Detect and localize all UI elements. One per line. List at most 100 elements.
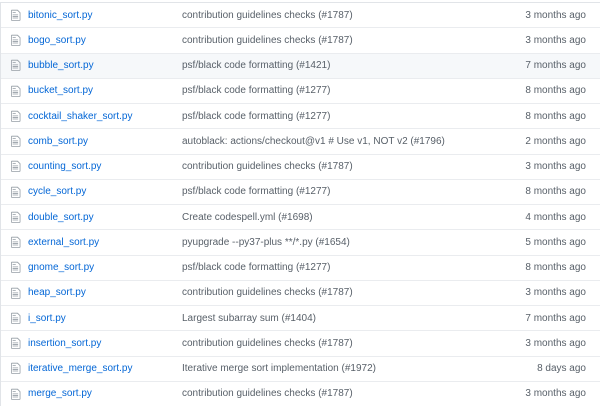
commit-message-link[interactable]: contribution guidelines checks (#1787) [182, 9, 353, 21]
commit-age: 5 months ago [525, 236, 586, 248]
file-icon [11, 388, 21, 400]
commit-message-cell: pyupgrade --py37-plus **/*.py (#1654) [182, 237, 517, 248]
file-icon-cell [1, 388, 28, 401]
file-name-cell: i_sort.py [28, 313, 182, 324]
file-icon-cell [1, 160, 28, 173]
commit-message-cell: contribution guidelines checks (#1787) [182, 35, 517, 46]
commit-age: 8 months ago [525, 186, 586, 198]
commit-age: 3 months ago [525, 161, 586, 173]
commit-message-link[interactable]: Largest subarray sum (#1404) [182, 312, 316, 324]
file-link[interactable]: bitonic_sort.py [28, 9, 93, 21]
file-row: external_sort.py pyupgrade --py37-plus *… [1, 230, 600, 256]
file-icon-cell [1, 186, 28, 199]
file-row: bucket_sort.py psf/black code formatting… [1, 78, 600, 104]
file-name-cell: bogo_sort.py [28, 35, 182, 46]
file-row: bubble_sort.py psf/black code formatting… [1, 53, 600, 79]
commit-message-link[interactable]: Iterative merge sort implementation (#19… [182, 363, 376, 375]
commit-message-link[interactable]: psf/black code formatting (#1421) [182, 60, 331, 72]
commit-age: 8 months ago [525, 262, 586, 274]
commit-age: 3 months ago [525, 287, 586, 299]
file-name-cell: counting_sort.py [28, 161, 182, 172]
file-icon [11, 186, 21, 198]
commit-message-link[interactable]: pyupgrade --py37-plus **/*.py (#1654) [182, 236, 350, 248]
file-link[interactable]: heap_sort.py [28, 287, 86, 299]
file-icon-cell [1, 110, 28, 123]
file-icon-cell [1, 287, 28, 300]
commit-message-link[interactable]: contribution guidelines checks (#1787) [182, 161, 353, 173]
file-link[interactable]: cycle_sort.py [28, 186, 87, 198]
file-link[interactable]: bogo_sort.py [28, 34, 86, 46]
file-name-cell: iterative_merge_sort.py [28, 363, 182, 374]
file-name-cell: bitonic_sort.py [28, 10, 182, 21]
file-icon [11, 161, 21, 173]
file-row: insertion_sort.py contribution guideline… [1, 331, 600, 357]
file-icon [11, 9, 21, 21]
file-name-cell: insertion_sort.py [28, 338, 182, 349]
commit-message-link[interactable]: psf/black code formatting (#1277) [182, 186, 331, 198]
commit-message-cell: contribution guidelines checks (#1787) [182, 287, 517, 298]
commit-message-link[interactable]: contribution guidelines checks (#1787) [182, 287, 353, 299]
file-name-cell: bucket_sort.py [28, 85, 182, 96]
file-icon [11, 262, 21, 274]
file-row: cycle_sort.py psf/black code formatting … [1, 179, 600, 205]
commit-message-cell: contribution guidelines checks (#1787) [182, 388, 517, 399]
commit-message-cell: psf/black code formatting (#1277) [182, 186, 517, 197]
file-icon [11, 34, 21, 46]
file-row: heap_sort.py contribution guidelines che… [1, 280, 600, 306]
commit-age: 7 months ago [525, 312, 586, 324]
file-icon [11, 211, 21, 223]
file-link[interactable]: cocktail_shaker_sort.py [28, 110, 133, 122]
file-link[interactable]: insertion_sort.py [28, 337, 102, 349]
commit-age: 4 months ago [525, 211, 586, 223]
file-icon-cell [1, 135, 28, 148]
file-link[interactable]: external_sort.py [28, 236, 100, 248]
file-row: counting_sort.py contribution guidelines… [1, 154, 600, 180]
file-name-cell: gnome_sort.py [28, 262, 182, 273]
file-icon [11, 110, 21, 122]
commit-message-cell: psf/black code formatting (#1421) [182, 60, 517, 71]
file-icon [11, 363, 21, 375]
commit-message-cell: autoblack: actions/checkout@v1 # Use v1,… [182, 136, 517, 147]
commit-message-link[interactable]: autoblack: actions/checkout@v1 # Use v1,… [182, 135, 445, 147]
commit-age: 8 months ago [525, 110, 586, 122]
file-link[interactable]: bubble_sort.py [28, 60, 94, 72]
commit-age: 7 months ago [525, 60, 586, 72]
file-name-cell: heap_sort.py [28, 287, 182, 298]
commit-message-link[interactable]: psf/black code formatting (#1277) [182, 262, 331, 274]
file-name-cell: comb_sort.py [28, 136, 182, 147]
file-icon-cell [1, 337, 28, 350]
file-icon-cell [1, 312, 28, 325]
commit-age: 3 months ago [525, 34, 586, 46]
file-row: double_sort.py Create codespell.yml (#16… [1, 205, 600, 231]
file-name-cell: merge_sort.py [28, 388, 182, 399]
commit-message-cell: Create codespell.yml (#1698) [182, 212, 517, 223]
file-icon-cell [1, 236, 28, 249]
file-link[interactable]: merge_sort.py [28, 388, 92, 400]
commit-message-link[interactable]: psf/black code formatting (#1277) [182, 110, 331, 122]
commit-message-link[interactable]: contribution guidelines checks (#1787) [182, 34, 353, 46]
file-icon-cell [1, 85, 28, 98]
file-row: bogo_sort.py contribution guidelines che… [1, 28, 600, 54]
file-icon [11, 85, 21, 97]
file-icon [11, 337, 21, 349]
commit-message-link[interactable]: Create codespell.yml (#1698) [182, 211, 313, 223]
commit-message-cell: Iterative merge sort implementation (#19… [182, 363, 529, 374]
file-link[interactable]: iterative_merge_sort.py [28, 363, 133, 375]
commit-age: 3 months ago [525, 337, 586, 349]
file-link[interactable]: i_sort.py [28, 312, 66, 324]
file-name-cell: cocktail_shaker_sort.py [28, 111, 182, 122]
commit-message-link[interactable]: psf/black code formatting (#1277) [182, 85, 331, 97]
file-row: merge_sort.py contribution guidelines ch… [1, 381, 600, 406]
file-icon-cell [1, 211, 28, 224]
file-row: cocktail_shaker_sort.py psf/black code f… [1, 104, 600, 130]
commit-message-link[interactable]: contribution guidelines checks (#1787) [182, 388, 353, 400]
file-link[interactable]: double_sort.py [28, 211, 94, 223]
file-link[interactable]: gnome_sort.py [28, 262, 95, 274]
commit-age: 3 months ago [525, 388, 586, 400]
file-link[interactable]: bucket_sort.py [28, 85, 94, 97]
file-link[interactable]: counting_sort.py [28, 161, 102, 173]
file-icon-cell [1, 362, 28, 375]
commit-message-link[interactable]: contribution guidelines checks (#1787) [182, 337, 353, 349]
file-link[interactable]: comb_sort.py [28, 135, 89, 147]
